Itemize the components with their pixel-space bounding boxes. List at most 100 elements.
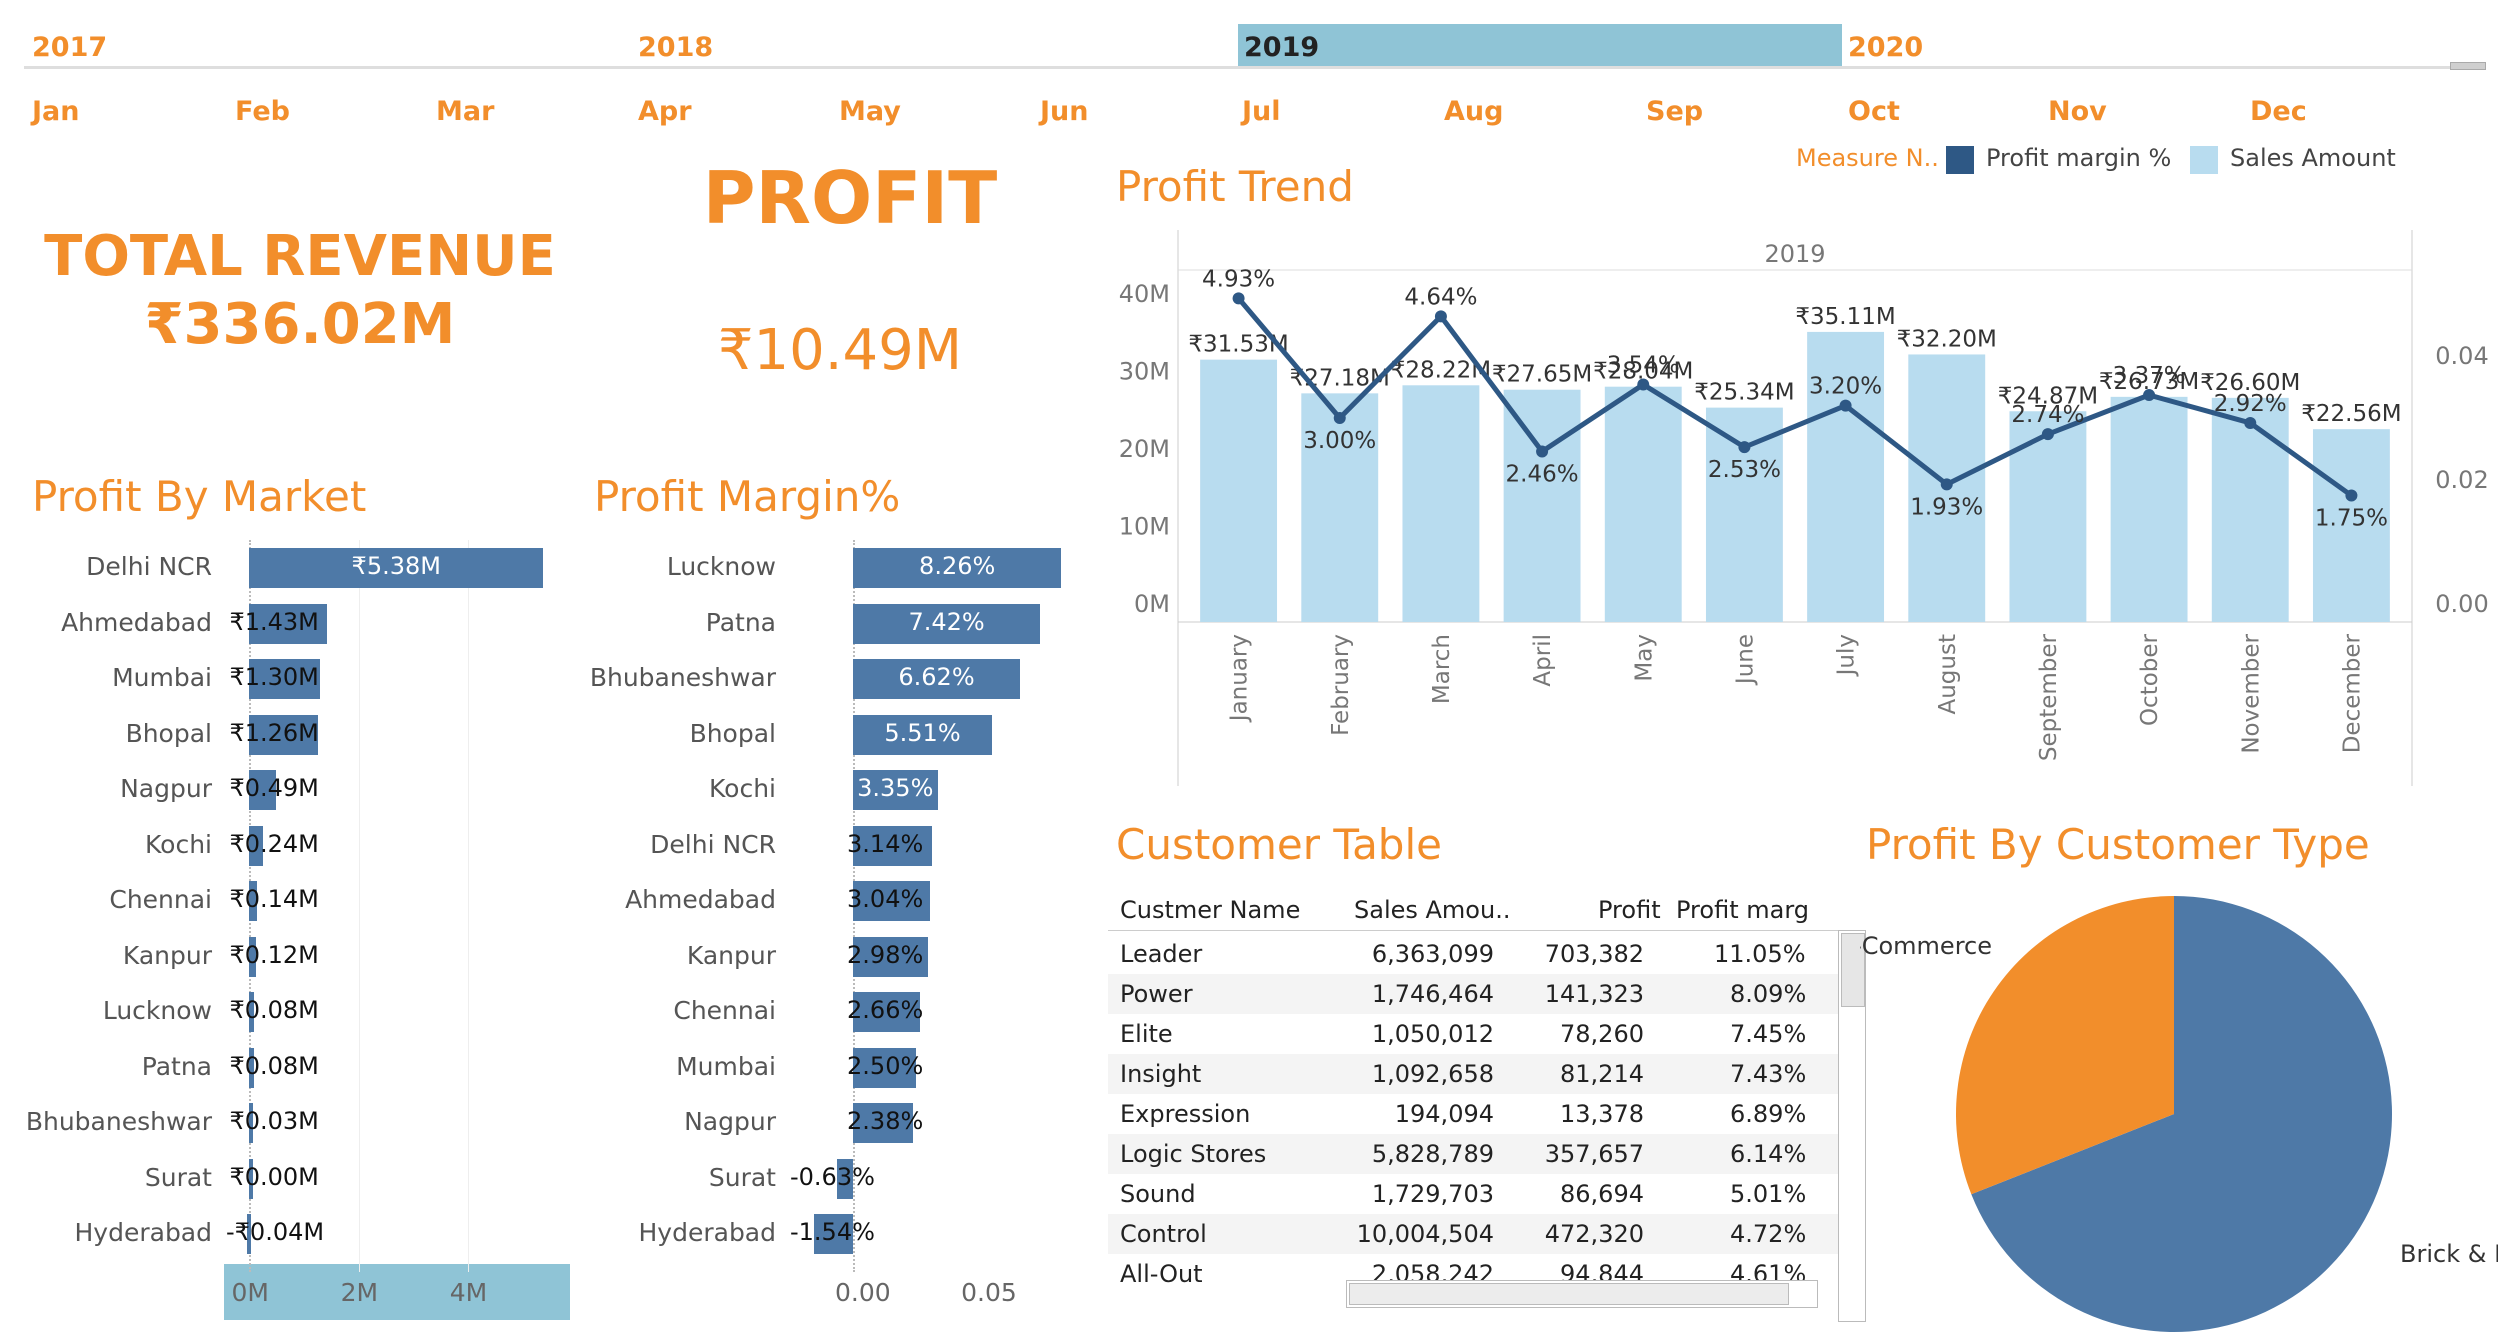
- sales-bar[interactable]: [1705, 407, 1783, 622]
- profit-margin-point[interactable]: [2345, 489, 2358, 502]
- bar[interactable]: [249, 1158, 254, 1199]
- header-profit[interactable]: Profit: [1598, 896, 1661, 924]
- profit-margin-point[interactable]: [1333, 412, 1346, 424]
- table-row[interactable]: Insight 1,092,658 81,214 7.43%: [1108, 1054, 1838, 1094]
- bar[interactable]: [853, 714, 992, 755]
- year-2018[interactable]: 2018: [638, 32, 714, 63]
- bar[interactable]: [249, 603, 328, 644]
- table-vertical-scroll-thumb[interactable]: [1841, 933, 1865, 1007]
- bar-value-label: 8.26%: [919, 552, 996, 580]
- sales-bar[interactable]: [1807, 331, 1885, 622]
- bar[interactable]: [853, 1103, 914, 1143]
- month-axis-label: February: [1328, 634, 1354, 736]
- pie-slice[interactable]: [1956, 896, 2174, 1195]
- profit-margin-point[interactable]: [2041, 428, 2054, 441]
- bar[interactable]: [249, 936, 256, 977]
- profit-margin-point[interactable]: [1940, 478, 1953, 491]
- month-dec[interactable]: Dec: [2250, 96, 2307, 127]
- table-horizontal-scrollbar[interactable]: [1346, 1280, 1818, 1308]
- month-jul[interactable]: Jul: [1242, 96, 1281, 127]
- table-horizontal-scroll-thumb[interactable]: [1349, 1283, 1789, 1305]
- bar[interactable]: [249, 770, 277, 810]
- year-selected-highlight: [1238, 24, 1842, 66]
- bar[interactable]: [837, 1158, 854, 1199]
- sales-bar[interactable]: [2312, 429, 2390, 622]
- table-row[interactable]: Control 10,004,504 472,320 4.72%: [1108, 1214, 1838, 1254]
- bar[interactable]: [247, 1214, 252, 1254]
- profit-margin-point[interactable]: [2143, 389, 2156, 402]
- profit-margin-point[interactable]: [1232, 292, 1245, 305]
- bar[interactable]: [853, 825, 933, 866]
- legend-label-sales-amount[interactable]: Sales Amount: [2230, 144, 2396, 172]
- bar[interactable]: [814, 1214, 854, 1254]
- table-row[interactable]: Logic Stores 5,828,789 357,657 6.14%: [1108, 1134, 1838, 1174]
- table-cell: Elite: [1120, 1020, 1173, 1048]
- profit-margin-line[interactable]: [1236, 296, 2353, 498]
- month-feb[interactable]: Feb: [235, 96, 290, 127]
- bar[interactable]: [853, 881, 930, 921]
- profit-margin-point[interactable]: [1738, 441, 1751, 454]
- bar[interactable]: [249, 659, 321, 699]
- sales-bar-label: ₹32.20M: [1897, 326, 1997, 352]
- table-row[interactable]: Sound 1,729,703 86,694 5.01%: [1108, 1174, 1838, 1214]
- month-oct[interactable]: Oct: [1848, 96, 1900, 127]
- year-scroll-thumb[interactable]: [2450, 62, 2486, 70]
- legend-title: Measure N..: [1796, 144, 1939, 172]
- month-apr[interactable]: Apr: [638, 96, 692, 127]
- bar[interactable]: [249, 548, 544, 588]
- month-aug[interactable]: Aug: [1444, 96, 1504, 127]
- header-profit-margin[interactable]: Profit marg: [1676, 896, 1809, 924]
- header-customer-name[interactable]: Custmer Name: [1120, 896, 1301, 924]
- y-left-tick-label: 30M: [1119, 358, 1170, 386]
- bar[interactable]: [853, 659, 1020, 699]
- month-may[interactable]: May: [839, 96, 901, 127]
- profit-margin-point[interactable]: [1637, 378, 1650, 391]
- bar-value-label: -0.63%: [790, 1162, 875, 1191]
- bar[interactable]: [853, 548, 1062, 588]
- sales-bar[interactable]: [1503, 389, 1581, 622]
- year-2017[interactable]: 2017: [32, 32, 108, 63]
- bar[interactable]: [853, 936, 929, 977]
- bar[interactable]: [853, 770, 938, 810]
- sales-bar[interactable]: [1402, 385, 1480, 622]
- sales-bar[interactable]: [1301, 393, 1379, 622]
- bar[interactable]: [249, 881, 258, 921]
- year-2020[interactable]: 2020: [1848, 32, 1924, 63]
- bar[interactable]: [249, 1047, 254, 1088]
- year-2019[interactable]: 2019: [1244, 32, 1320, 63]
- sales-bar[interactable]: [2211, 397, 2289, 622]
- table-cell: 4.72%: [1730, 1220, 1807, 1248]
- month-nov[interactable]: Nov: [2048, 96, 2107, 127]
- bar[interactable]: [249, 1103, 254, 1143]
- bar[interactable]: [853, 992, 921, 1032]
- table-row[interactable]: Leader 6,363,099 703,382 11.05%: [1108, 934, 1838, 974]
- sales-bar[interactable]: [2110, 396, 2188, 622]
- profit-margin-point[interactable]: [1839, 399, 1852, 412]
- bar-value-label: -1.54%: [790, 1218, 875, 1246]
- legend-label-profit-margin[interactable]: Profit margin %: [1986, 144, 2172, 172]
- table-cell: 357,657: [1544, 1140, 1644, 1168]
- bar[interactable]: [853, 603, 1041, 644]
- bar[interactable]: [249, 825, 263, 866]
- profit-margin-point[interactable]: [1434, 310, 1447, 323]
- bar[interactable]: [249, 714, 319, 755]
- total-revenue-value: ₹336.02M: [144, 292, 456, 357]
- month-sep[interactable]: Sep: [1646, 96, 1704, 127]
- month-jun[interactable]: Jun: [1040, 96, 1089, 127]
- header-sales-amount[interactable]: Sales Amou..: [1354, 896, 1511, 924]
- bar[interactable]: [249, 992, 254, 1032]
- profit-margin-point[interactable]: [1536, 445, 1549, 458]
- sales-bar[interactable]: [1604, 386, 1682, 622]
- sales-bar[interactable]: [1200, 359, 1278, 622]
- table-row[interactable]: Expression 194,094 13,378 6.89%: [1108, 1094, 1838, 1134]
- month-jan[interactable]: Jan: [32, 96, 80, 127]
- table-row[interactable]: Power 1,746,464 141,323 8.09%: [1108, 974, 1838, 1014]
- bar-value-label: ₹0.03M: [229, 1107, 319, 1135]
- profit-margin-point[interactable]: [2244, 416, 2257, 429]
- table-vertical-scrollbar[interactable]: [1838, 930, 1866, 1322]
- table-row[interactable]: Elite 1,050,012 78,260 7.45%: [1108, 1014, 1838, 1054]
- sales-bar[interactable]: [2009, 411, 2087, 622]
- bar[interactable]: [853, 1047, 917, 1088]
- month-mar[interactable]: Mar: [436, 96, 495, 127]
- pie-slice[interactable]: [1971, 896, 2392, 1332]
